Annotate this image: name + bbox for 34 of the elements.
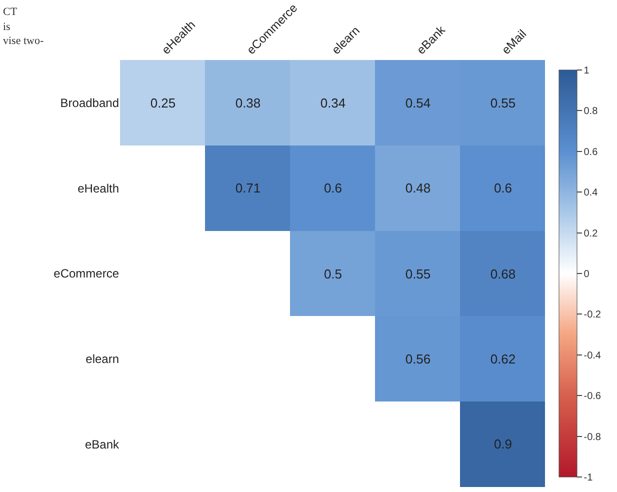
color-bar-label: -0.8: [584, 432, 602, 443]
y-tick-label: elearn: [86, 352, 119, 366]
data-label: 0.71: [235, 180, 261, 196]
data-label: 0.56: [405, 352, 431, 367]
data-label: 0.55: [490, 96, 516, 111]
color-bar-label: -1: [584, 472, 594, 484]
y-tick-label: eBank: [84, 438, 120, 452]
data-label: 0.62: [490, 352, 516, 367]
data-label: 0.34: [320, 96, 346, 111]
color-bar-label: -0.2: [584, 310, 602, 321]
data-label: 0.48: [405, 180, 431, 196]
color-bar-label: 0.8: [584, 106, 598, 118]
data-label: 0.5: [324, 266, 342, 282]
color-bar-label: 0.2: [584, 228, 598, 240]
color-bar-label: 1: [584, 66, 590, 76]
data-label: 0.54: [405, 96, 431, 111]
y-tick-label: Broadband: [60, 96, 119, 110]
data-label: 0.6: [324, 180, 342, 196]
y-tick-label: eCommerce: [54, 266, 120, 281]
y-tick-label: eHealth: [78, 181, 119, 196]
color-bar-label: -0.6: [584, 391, 602, 402]
data-label: 0.25: [150, 96, 176, 111]
data-label: 0.9: [494, 436, 512, 452]
color-bar-label: 0.4: [584, 188, 598, 199]
text: vise two-: [3, 35, 44, 47]
data-label: 0.55: [405, 266, 431, 282]
color-bar-label: 0: [584, 269, 590, 280]
data-label: 0.6: [494, 180, 512, 196]
color-bar-label: -0.4: [584, 350, 602, 362]
data-label: 0.68: [490, 266, 516, 282]
text: CT: [3, 6, 18, 18]
text: is: [3, 21, 10, 33]
data-label: 0.38: [235, 96, 261, 111]
color-bar-label: 0.6: [584, 146, 598, 158]
